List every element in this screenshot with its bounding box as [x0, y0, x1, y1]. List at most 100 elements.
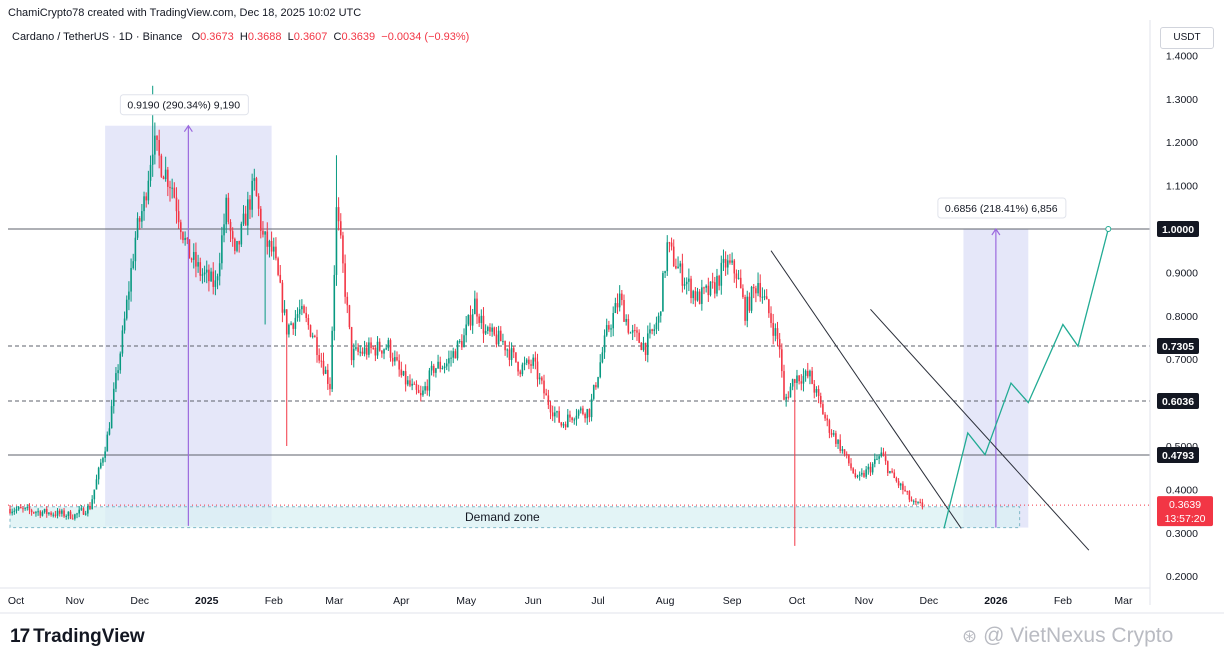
- candle-body: [714, 282, 716, 294]
- candle-body: [605, 325, 608, 336]
- candle-body: [225, 197, 227, 225]
- chart-author-line: ChamiCrypto78 created with TradingView.c…: [8, 7, 362, 19]
- candle-body: [642, 342, 645, 350]
- candle-body: [173, 187, 176, 198]
- x-tick-label: Jun: [525, 595, 542, 607]
- symbol-legend[interactable]: Cardano / TetherUS · 1D · Binance O0.367…: [12, 31, 469, 43]
- candle-body: [381, 350, 383, 354]
- candle-body: [595, 385, 597, 388]
- level-badge-2: [1157, 393, 1199, 410]
- candle-body: [830, 432, 833, 435]
- candle-body: [441, 368, 444, 370]
- candle-body: [357, 347, 359, 352]
- candle-body: [724, 258, 727, 268]
- candle-body: [891, 471, 893, 473]
- demand-zone[interactable]: [9, 506, 1021, 529]
- candle-body: [772, 322, 774, 336]
- candle-body: [804, 370, 807, 376]
- candle-body: [493, 327, 496, 335]
- candle-body: [785, 396, 787, 400]
- x-tick-label: Nov: [855, 595, 874, 607]
- candle-body: [50, 512, 52, 515]
- last-price-badge: [1157, 496, 1213, 527]
- candle-body: [389, 340, 392, 358]
- candle-body: [292, 323, 295, 329]
- candle-body: [657, 315, 660, 323]
- candle-body: [627, 318, 630, 333]
- candle-body: [819, 395, 822, 405]
- x-tick-label: Mar: [1114, 595, 1133, 607]
- candle-body: [672, 246, 675, 267]
- candle-body: [634, 330, 636, 332]
- watermark-icon: ⊛: [962, 625, 978, 646]
- level-badge-label-0: 1.0000: [1162, 224, 1194, 236]
- currency-selector[interactable]: USDT: [1160, 27, 1214, 49]
- candle-body: [298, 309, 301, 315]
- channel-upper-line[interactable]: [770, 250, 962, 529]
- projection-path[interactable]: [943, 228, 1109, 529]
- candle-body: [430, 365, 433, 371]
- candle-body: [508, 349, 511, 360]
- candle-body: [71, 518, 74, 520]
- candle-body: [921, 502, 924, 508]
- candle-body: [653, 329, 656, 331]
- candle-body: [835, 433, 837, 444]
- candle-body: [502, 341, 504, 343]
- candle-body: [296, 314, 299, 318]
- candle-body: [413, 383, 416, 385]
- candle-body: [363, 347, 366, 354]
- candle-body: [154, 135, 156, 155]
- candle-body: [720, 262, 723, 286]
- candle-body: [796, 375, 798, 383]
- candle-body: [621, 293, 623, 301]
- level-badge-label-1: 0.7305: [1162, 341, 1194, 353]
- candle-body: [391, 357, 394, 362]
- candle-body: [640, 342, 643, 350]
- candle-body: [582, 408, 584, 414]
- close-label: C: [333, 31, 342, 43]
- candle-body: [726, 260, 729, 268]
- candle-body: [579, 408, 582, 411]
- candle-body: [41, 512, 44, 516]
- candle-body: [396, 357, 398, 361]
- candle-body: [696, 291, 699, 301]
- demand-zone-label: Demand zone: [465, 510, 540, 524]
- candle-body: [117, 370, 119, 374]
- candle-body: [543, 380, 545, 394]
- candle-body: [848, 454, 850, 464]
- candle-body: [683, 284, 686, 286]
- level-badge-label-3: 0.4793: [1162, 450, 1194, 462]
- symbol-name[interactable]: Cardano / TetherUS · 1D · Binance: [12, 31, 183, 43]
- candle-body: [188, 239, 191, 259]
- candle-body: [614, 303, 617, 314]
- candle-body: [861, 472, 863, 475]
- candle-body: [100, 462, 102, 468]
- candles: [9, 85, 924, 546]
- open-value: 0.3673: [200, 31, 234, 43]
- candle-body: [659, 311, 662, 316]
- candle-body: [649, 329, 651, 334]
- candle-body: [889, 471, 891, 473]
- candle-body: [778, 339, 781, 350]
- candle-body: [450, 357, 452, 359]
- candle-body: [761, 296, 764, 298]
- candle-body: [476, 298, 478, 317]
- candle-body: [218, 263, 221, 277]
- channel-lower-line[interactable]: [870, 308, 1090, 551]
- candle-body: [303, 306, 305, 313]
- countdown-label: 13:57:20: [1165, 513, 1206, 525]
- candle-body: [800, 381, 803, 384]
- x-tick-label: 2026: [984, 595, 1008, 607]
- tradingview-logo[interactable]: 17 TradingView: [10, 626, 145, 648]
- x-tick-label: Mar: [325, 595, 344, 607]
- x-tick-label: Oct: [8, 595, 24, 607]
- candle-body: [372, 347, 375, 349]
- candle-body: [348, 305, 351, 328]
- candle-body: [247, 199, 249, 226]
- candle-body: [729, 260, 731, 263]
- candle-body: [112, 388, 115, 407]
- candle-body: [629, 332, 632, 334]
- candle-body: [573, 419, 576, 421]
- candle-body: [249, 199, 251, 210]
